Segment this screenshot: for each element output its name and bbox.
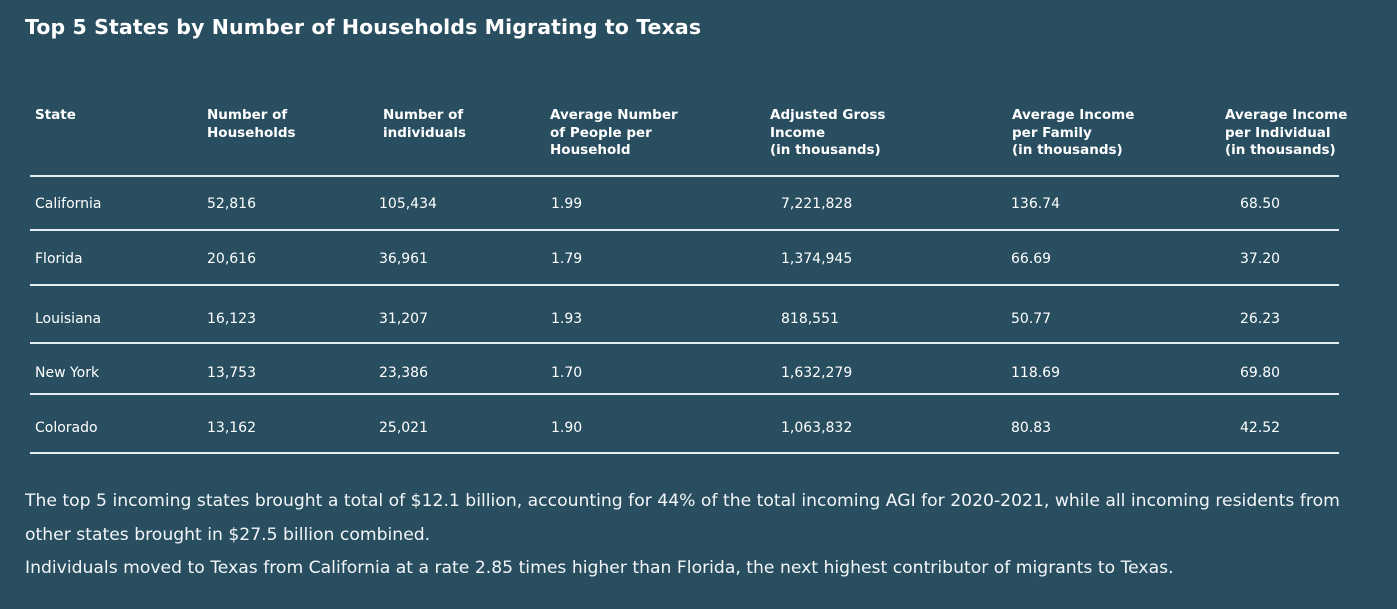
cell-households: 20,616	[207, 251, 256, 267]
cell-state: Florida	[35, 251, 83, 267]
cell-agi: 1,063,832	[781, 420, 853, 436]
header-divider	[30, 175, 1339, 177]
row-divider	[30, 342, 1339, 344]
cell-individuals: 23,386	[379, 365, 428, 381]
table-row: New York 13,753 23,386 1.70 1,632,279 11…	[0, 363, 1397, 383]
table-row: Colorado 13,162 25,021 1.90 1,063,832 80…	[0, 418, 1397, 438]
cell-state: New York	[35, 365, 100, 381]
summary-paragraph: The top 5 incoming states brought a tota…	[25, 491, 1340, 545]
column-header-individuals: Number of individuals	[383, 107, 467, 141]
column-header-households: Number of Households	[207, 107, 296, 141]
cell-state: Louisiana	[35, 311, 102, 327]
column-header-income-family: Average Income per Family (in thousands)	[1012, 107, 1135, 158]
cell-income-individual: 68.50	[1240, 196, 1281, 212]
cell-income-family: 118.69	[1011, 365, 1060, 381]
cell-income-family: 50.77	[1011, 311, 1052, 327]
cell-households: 16,123	[207, 311, 256, 327]
cell-income-family: 136.74	[1011, 196, 1060, 212]
column-header-avg-people: Average Number of People per Household	[550, 107, 678, 158]
cell-agi: 1,374,945	[781, 251, 853, 267]
cell-households: 13,753	[207, 365, 256, 381]
cell-income-family: 66.69	[1011, 251, 1052, 267]
table-row: Florida 20,616 36,961 1.79 1,374,945 66.…	[0, 249, 1397, 269]
cell-income-individual: 37.20	[1240, 251, 1281, 267]
cell-individuals: 105,434	[379, 196, 437, 212]
row-divider	[30, 284, 1339, 286]
cell-income-individual: 69.80	[1240, 365, 1281, 381]
summary-text: The top 5 incoming states brought a tota…	[25, 485, 1355, 586]
table-row: Louisiana 16,123 31,207 1.93 818,551 50.…	[0, 309, 1397, 329]
cell-state: California	[35, 196, 102, 212]
table-bottom-divider	[30, 452, 1339, 454]
cell-avg-people: 1.70	[551, 365, 583, 381]
cell-avg-people: 1.79	[551, 251, 583, 267]
migration-table: State Number of Households Number of ind…	[0, 107, 1397, 454]
cell-individuals: 36,961	[379, 251, 428, 267]
cell-agi: 7,221,828	[781, 196, 853, 212]
cell-households: 13,162	[207, 420, 256, 436]
cell-avg-people: 1.99	[551, 196, 583, 212]
column-header-state: State	[35, 107, 76, 123]
cell-income-family: 80.83	[1011, 420, 1052, 436]
cell-households: 52,816	[207, 196, 256, 212]
cell-income-individual: 26.23	[1240, 311, 1281, 327]
cell-income-individual: 42.52	[1240, 420, 1281, 436]
cell-state: Colorado	[35, 420, 98, 436]
cell-agi: 818,551	[781, 311, 839, 327]
table-row: California 52,816 105,434 1.99 7,221,828…	[0, 194, 1397, 214]
cell-individuals: 25,021	[379, 420, 428, 436]
page-title: Top 5 States by Number of Households Mig…	[25, 15, 702, 39]
column-header-income-individual: Average Income per Individual (in thousa…	[1225, 107, 1348, 158]
cell-avg-people: 1.90	[551, 420, 583, 436]
cell-avg-people: 1.93	[551, 311, 583, 327]
row-divider	[30, 393, 1339, 395]
cell-agi: 1,632,279	[781, 365, 853, 381]
cell-individuals: 31,207	[379, 311, 428, 327]
column-header-agi: Adjusted Gross Income (in thousands)	[770, 107, 886, 158]
summary-paragraph: Individuals moved to Texas from Californ…	[25, 558, 1174, 578]
row-divider	[30, 229, 1339, 231]
